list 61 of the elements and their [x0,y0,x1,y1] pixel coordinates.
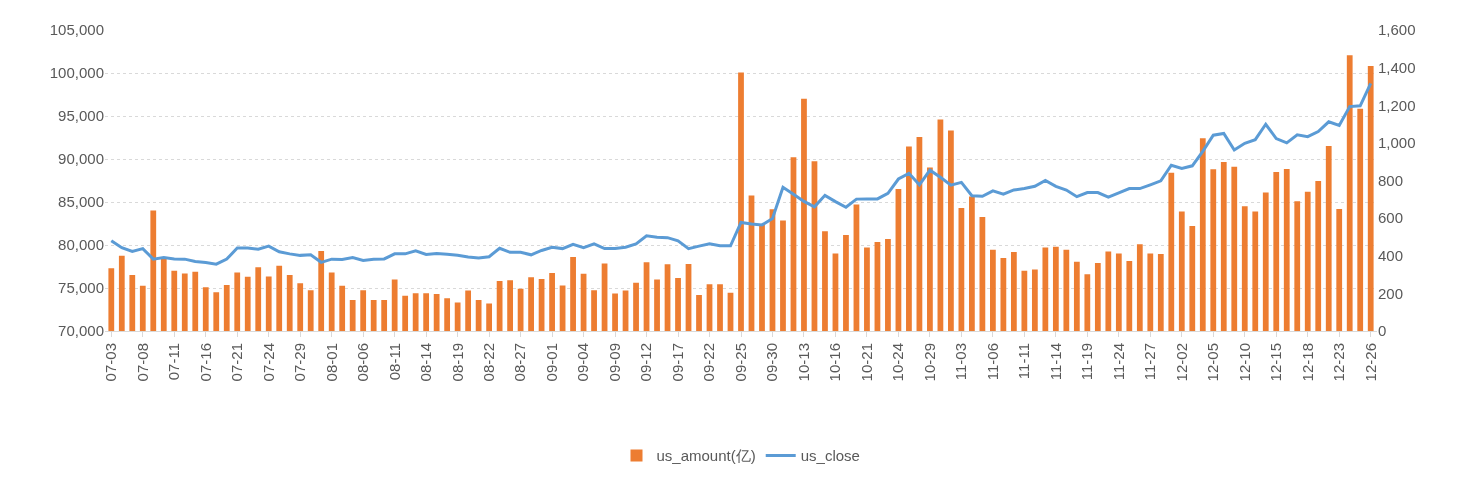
y2-tick-label: 200 [1378,284,1404,302]
x-tick-label: 08-19 [448,343,466,382]
x-tick-label: 08-27 [511,343,529,382]
x-tick-label: 09-04 [574,343,592,382]
x-tick-label: 09-12 [637,343,655,382]
x-tick-label: 08-06 [354,343,372,382]
x-tick-label: 10-21 [857,343,875,382]
x-tick-label: 11-27 [1141,343,1159,381]
y-tick-label: 85,000 [58,193,104,211]
x-tick-label: 07-21 [228,343,246,382]
x-tick-label: 08-01 [322,343,340,382]
x-tick-label: 11-19 [1078,343,1096,381]
x-tick-label: 10-13 [794,343,812,382]
x-tick-label: 11-06 [983,343,1001,381]
x-tick-label: 11-14 [1046,343,1064,381]
y2-tick-label: 1,600 [1378,21,1416,39]
y-tick-label: 95,000 [58,107,104,125]
y2-tick-label: 800 [1378,171,1404,189]
x-tick-label: 12-18 [1298,343,1316,382]
x-tick-label: 10-29 [920,343,938,382]
y2-tick-label: 1,000 [1378,134,1416,152]
x-tick-label: 08-11 [385,343,403,381]
y2-tick-label: 600 [1378,209,1404,227]
x-tick-label: 12-02 [1172,343,1190,382]
x-tick-label: 11-03 [952,343,970,381]
x-tick-label: 08-22 [479,343,497,382]
x-tick-label: 08-14 [417,343,435,382]
y-tick-label: 70,000 [58,322,104,340]
line-series [109,81,1373,266]
x-tick-label: 11-24 [1109,343,1127,381]
x-tick-label: 09-25 [731,343,749,382]
x-tick-label: 07-08 [133,343,151,382]
legend-label: us_close [800,447,860,465]
x-tick-label: 09-30 [763,343,781,382]
x-tick-label: 10-16 [826,343,844,382]
y2-tick-label: 1,200 [1378,96,1416,114]
x-tick-label: 09-01 [542,343,560,382]
x-tick-label: 12-05 [1204,343,1222,382]
y-tick-label: 100,000 [49,64,104,82]
legend-label: us_amount(亿) [656,447,756,465]
x-tick-label: 07-16 [196,343,214,382]
x-tick-label: 09-22 [700,343,718,382]
y-tick-label: 105,000 [49,21,104,39]
x-tick-label: 07-24 [259,343,277,382]
x-tick-label: 12-15 [1267,343,1285,382]
x-tick-label: 09-17 [668,343,686,382]
y-tick-label: 75,000 [58,279,104,297]
x-tick-label: 07-11 [165,343,183,381]
x-tick-label: 07-29 [291,343,309,382]
y-tick-label: 90,000 [58,150,104,168]
x-tick-label: 12-10 [1235,343,1253,382]
y-tick-label: 80,000 [58,236,104,254]
x-tick-label: 11-11 [1015,343,1033,380]
y2-tick-label: 0 [1378,322,1387,340]
x-tick-label: 07-03 [102,343,120,382]
y2-tick-label: 1,400 [1378,58,1416,76]
y2-tick-label: 400 [1378,247,1404,264]
x-tick-label: 12-26 [1361,343,1379,382]
x-tick-label: 12-23 [1330,343,1348,382]
x-tick-label: 10-24 [889,343,907,382]
x-tick-label: 09-09 [605,343,623,382]
